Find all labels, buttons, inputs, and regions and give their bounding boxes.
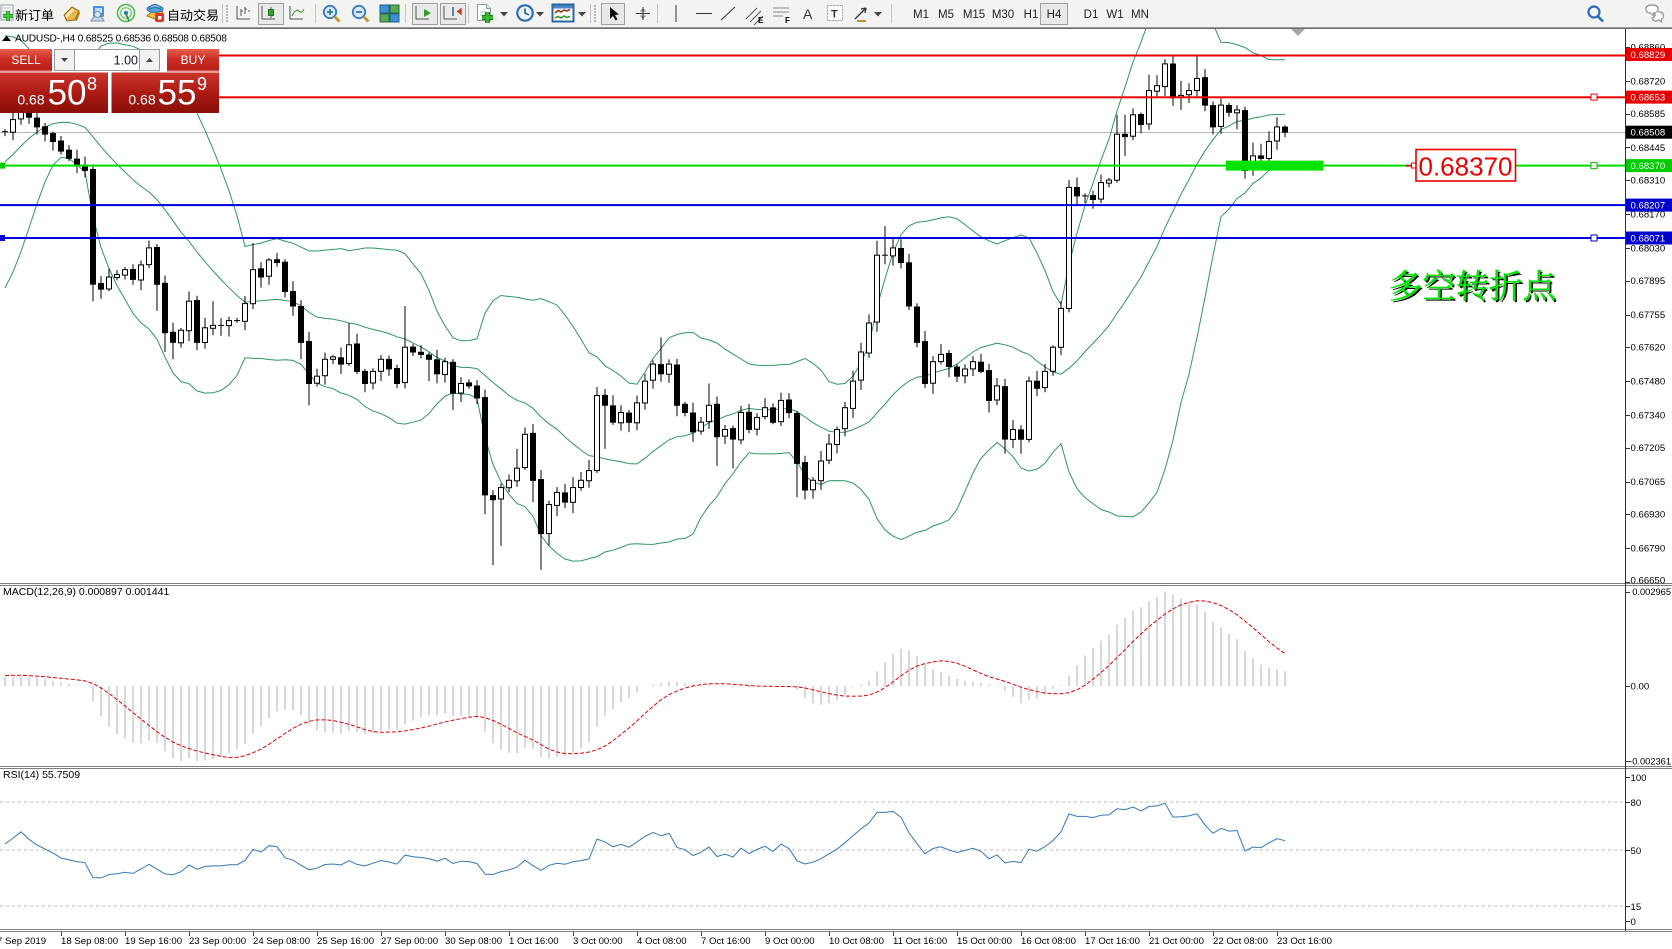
svg-text:25 Sep 16:00: 25 Sep 16:00 bbox=[317, 936, 374, 947]
svg-text:1 Oct 16:00: 1 Oct 16:00 bbox=[509, 936, 559, 947]
svg-text:0.68370: 0.68370 bbox=[1631, 161, 1666, 172]
svg-text:0.002965: 0.002965 bbox=[1632, 587, 1671, 597]
svg-text:0.68370: 0.68370 bbox=[1419, 152, 1513, 182]
svg-text:0.67480: 0.67480 bbox=[1631, 377, 1666, 388]
svg-text:W1: W1 bbox=[1106, 9, 1123, 21]
svg-text:H1: H1 bbox=[1024, 9, 1039, 21]
svg-text:16 Oct 08:00: 16 Oct 08:00 bbox=[1021, 936, 1076, 947]
svg-text:0.66790: 0.66790 bbox=[1631, 544, 1666, 555]
svg-text:30 Sep 08:00: 30 Sep 08:00 bbox=[445, 936, 502, 947]
svg-text:0.68508: 0.68508 bbox=[1631, 128, 1666, 139]
svg-text:SELL: SELL bbox=[11, 53, 41, 67]
svg-text:18 Sep 08:00: 18 Sep 08:00 bbox=[61, 936, 118, 947]
svg-text:0.68071: 0.68071 bbox=[1631, 234, 1666, 245]
svg-text:7 Sep 2019: 7 Sep 2019 bbox=[0, 936, 46, 947]
svg-text:10 Oct 08:00: 10 Oct 08:00 bbox=[829, 936, 884, 947]
svg-text:0.68: 0.68 bbox=[128, 92, 155, 108]
svg-text:80: 80 bbox=[1631, 798, 1642, 809]
svg-text:17 Oct 16:00: 17 Oct 16:00 bbox=[1085, 936, 1140, 947]
svg-text:M5: M5 bbox=[938, 9, 954, 21]
svg-text:0.67340: 0.67340 bbox=[1631, 411, 1666, 422]
svg-text:0: 0 bbox=[1631, 917, 1636, 928]
svg-text:0.68170: 0.68170 bbox=[1631, 210, 1666, 221]
svg-text:M30: M30 bbox=[992, 9, 1014, 21]
svg-text:H4: H4 bbox=[1047, 9, 1062, 21]
svg-text:F: F bbox=[785, 16, 790, 25]
svg-text:27 Sep 00:00: 27 Sep 00:00 bbox=[381, 936, 438, 947]
svg-text:0.68720: 0.68720 bbox=[1631, 76, 1666, 87]
svg-text:0.00: 0.00 bbox=[1631, 682, 1650, 693]
svg-text:0.68829: 0.68829 bbox=[1631, 50, 1666, 61]
svg-text:0.67895: 0.67895 bbox=[1631, 276, 1666, 287]
svg-text:AUDUSD-,H4 0.68525 0.68536 0.: AUDUSD-,H4 0.68525 0.68536 0.68508 0.685… bbox=[15, 34, 227, 45]
svg-text:0.68585: 0.68585 bbox=[1631, 109, 1666, 120]
svg-text:4 Oct 08:00: 4 Oct 08:00 bbox=[637, 936, 687, 947]
svg-text:1.00: 1.00 bbox=[114, 54, 138, 68]
svg-text:8: 8 bbox=[87, 74, 97, 94]
svg-text:9: 9 bbox=[197, 74, 207, 94]
svg-text:RSI(14) 55.7509: RSI(14) 55.7509 bbox=[3, 769, 80, 781]
svg-text:E: E bbox=[758, 16, 764, 25]
svg-text:7 Oct 16:00: 7 Oct 16:00 bbox=[701, 936, 751, 947]
svg-text:0.67065: 0.67065 bbox=[1631, 477, 1666, 488]
svg-text:21 Oct 00:00: 21 Oct 00:00 bbox=[1149, 936, 1204, 947]
svg-text:0.68030: 0.68030 bbox=[1631, 243, 1666, 254]
svg-text:0.68445: 0.68445 bbox=[1631, 143, 1666, 154]
svg-text:0.68: 0.68 bbox=[17, 92, 44, 108]
svg-text:50: 50 bbox=[48, 74, 87, 113]
svg-text:MN: MN bbox=[1131, 9, 1149, 21]
svg-text:0.68207: 0.68207 bbox=[1631, 201, 1666, 212]
svg-text:0.67205: 0.67205 bbox=[1631, 443, 1666, 454]
svg-text:100: 100 bbox=[1631, 773, 1647, 784]
svg-text:55: 55 bbox=[158, 74, 197, 113]
svg-text:0.66650: 0.66650 bbox=[1631, 576, 1666, 587]
svg-text:M15: M15 bbox=[963, 9, 985, 21]
svg-text:0.67620: 0.67620 bbox=[1631, 343, 1666, 354]
svg-text:15: 15 bbox=[1631, 902, 1642, 913]
svg-text:D1: D1 bbox=[1084, 9, 1099, 21]
svg-text:11 Oct 16:00: 11 Oct 16:00 bbox=[893, 936, 947, 947]
svg-text:0.68653: 0.68653 bbox=[1631, 93, 1666, 104]
svg-text:9 Oct 00:00: 9 Oct 00:00 bbox=[765, 936, 815, 947]
svg-text:15 Oct 00:00: 15 Oct 00:00 bbox=[957, 936, 1012, 947]
svg-text:19 Sep 16:00: 19 Sep 16:00 bbox=[125, 936, 182, 947]
svg-text:23 Oct 16:00: 23 Oct 16:00 bbox=[1277, 936, 1332, 947]
svg-text:24 Sep 08:00: 24 Sep 08:00 bbox=[253, 936, 310, 947]
svg-text:T: T bbox=[831, 9, 838, 21]
svg-text:0.67755: 0.67755 bbox=[1631, 310, 1666, 321]
svg-text:3 Oct 00:00: 3 Oct 00:00 bbox=[573, 936, 623, 947]
svg-text:23 Sep 00:00: 23 Sep 00:00 bbox=[189, 936, 246, 947]
svg-text:0.66930: 0.66930 bbox=[1631, 510, 1666, 521]
svg-text:M1: M1 bbox=[913, 9, 929, 21]
svg-text:A: A bbox=[803, 6, 813, 22]
svg-text:BUY: BUY bbox=[181, 53, 206, 67]
svg-text:-0.002361: -0.002361 bbox=[1629, 757, 1671, 767]
svg-text:0.68310: 0.68310 bbox=[1631, 176, 1666, 187]
svg-text:22 Oct 08:00: 22 Oct 08:00 bbox=[1213, 936, 1268, 947]
svg-text:MACD(12,26,9) 0.000897 0.00144: MACD(12,26,9) 0.000897 0.001441 bbox=[3, 586, 170, 598]
svg-text:50: 50 bbox=[1631, 846, 1642, 857]
